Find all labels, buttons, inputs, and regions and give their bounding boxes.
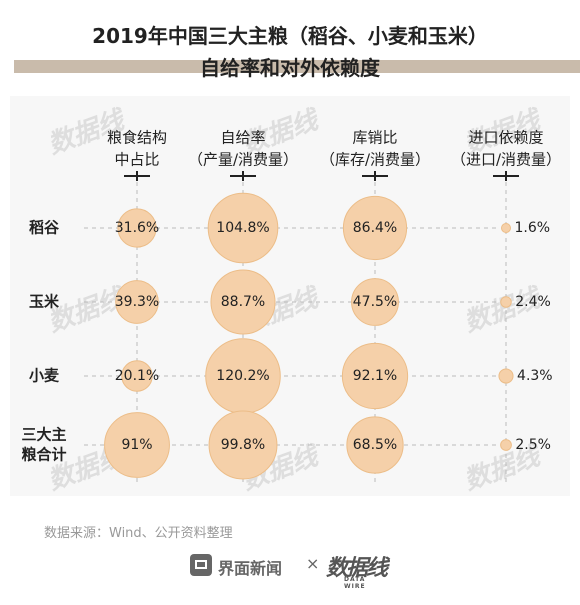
row-label: 玉米 xyxy=(29,293,60,311)
brand-logo-icon xyxy=(190,554,212,576)
bubble xyxy=(117,208,157,248)
data-label: 86.4% xyxy=(353,220,397,236)
source-note: 数据来源：Wind、公开资料整理 xyxy=(44,526,233,541)
partner-logo-text: 数据线 xyxy=(326,556,388,581)
bubble xyxy=(208,410,278,480)
bubble xyxy=(121,360,153,392)
data-label: 91% xyxy=(121,437,152,453)
data-label: 2.4% xyxy=(515,294,551,310)
column-header: （产量/消费量） xyxy=(188,151,298,169)
partner-logo: 数据线 DATA WIRE xyxy=(326,550,388,590)
data-label: 1.6% xyxy=(515,220,551,236)
column-header: 中占比 xyxy=(114,151,159,169)
bubble xyxy=(341,342,409,410)
bubble xyxy=(500,296,512,308)
data-label: 4.3% xyxy=(517,368,553,384)
row-label: 粮合计 xyxy=(21,446,66,464)
title-band xyxy=(0,52,580,80)
column-header: （进口/消费量） xyxy=(451,151,561,169)
partner-logo-sub: DATA WIRE xyxy=(344,576,366,590)
data-label: 2.5% xyxy=(515,437,551,453)
data-label: 68.5% xyxy=(353,437,397,453)
data-label: 39.3% xyxy=(115,294,159,310)
bubble xyxy=(500,439,512,451)
chart-panel xyxy=(10,96,570,496)
data-label: 47.5% xyxy=(353,294,397,310)
bubble xyxy=(342,195,408,261)
bubble xyxy=(351,278,399,326)
bubble xyxy=(115,280,159,324)
column-header: 库销比 xyxy=(352,129,397,147)
column-header: 进口依赖度 xyxy=(468,129,543,147)
row-label: 三大主 xyxy=(21,426,66,444)
bubble xyxy=(501,223,511,233)
data-label: 120.2% xyxy=(216,368,269,384)
times-sign: × xyxy=(306,554,320,573)
data-label: 31.6% xyxy=(115,220,159,236)
row-label: 小麦 xyxy=(29,367,60,385)
footer: 界面新闻 × 数据线 DATA WIRE xyxy=(0,548,580,590)
data-label: 92.1% xyxy=(353,368,397,384)
brand-name: 界面新闻 xyxy=(218,559,283,578)
data-label: 88.7% xyxy=(221,294,265,310)
column-header: 粮食结构 xyxy=(107,129,167,147)
bubble xyxy=(346,416,404,474)
data-label: 20.1% xyxy=(115,368,159,384)
data-label: 99.8% xyxy=(221,437,265,453)
bubble xyxy=(210,269,276,335)
bubble xyxy=(104,412,170,478)
bubble xyxy=(207,192,279,264)
column-header: 自给率 xyxy=(220,129,265,147)
row-label: 稻谷 xyxy=(29,219,60,237)
bubble xyxy=(498,368,514,384)
chart-subtitle: 自给率和对外依赖度 xyxy=(200,56,380,80)
chart-title: 2019年中国三大主粮（稻谷、小麦和玉米） xyxy=(92,24,488,48)
data-label: 104.8% xyxy=(216,220,269,236)
column-header: （库存/消费量） xyxy=(320,151,430,169)
